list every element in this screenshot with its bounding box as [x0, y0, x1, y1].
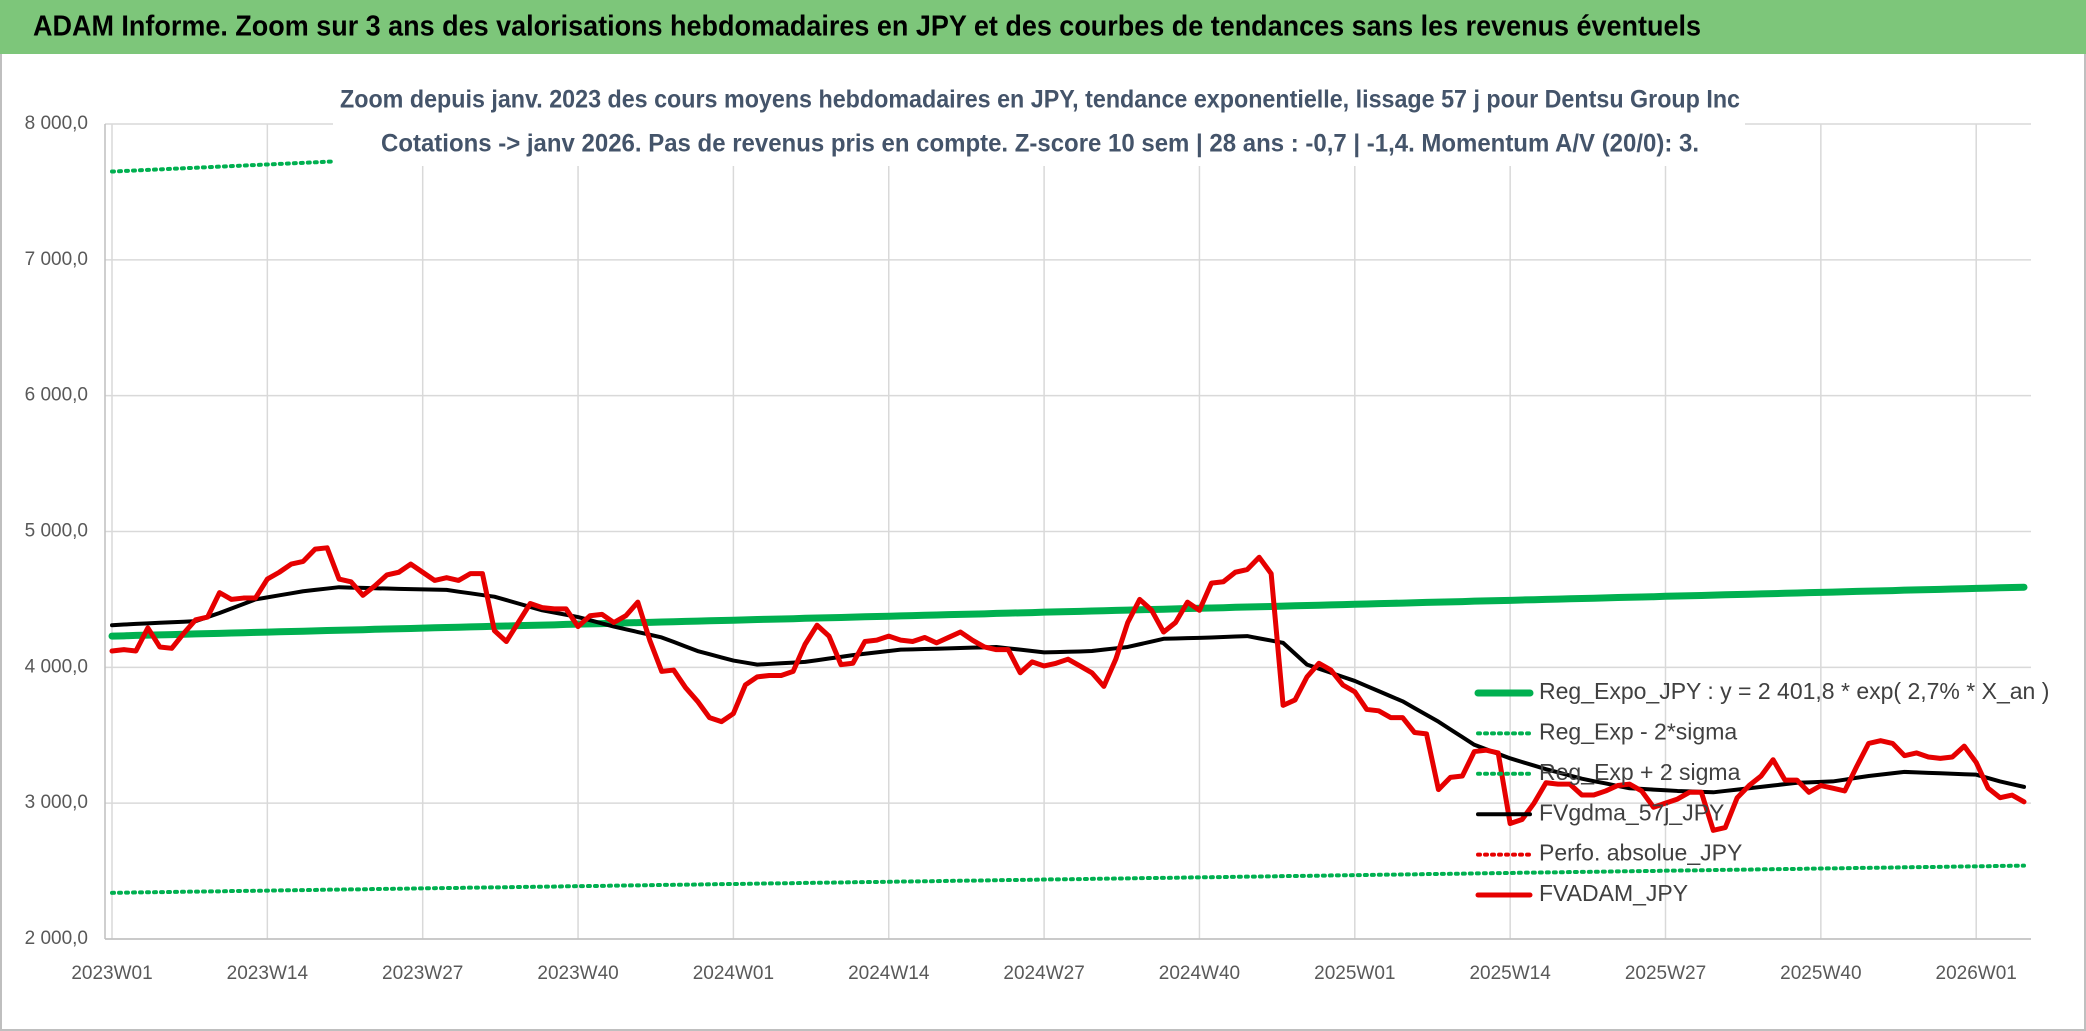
- overlay: Zoom depuis janv. 2023 des cours moyens …: [333, 77, 1745, 166]
- chart-subtitle: Cotations -> janv 2026. Pas de revenus p…: [381, 130, 1699, 158]
- series-line: [109, 545, 2027, 833]
- x-tick-label: 2024W40: [1159, 963, 1240, 984]
- y-tick-label: 6 000,0: [25, 385, 88, 406]
- title-box: [333, 77, 1745, 166]
- x-tick-label: 2023W01: [71, 963, 152, 984]
- legend-label: Reg_Exp + 2 sigma: [1539, 759, 1741, 785]
- x-tick-label: 2023W40: [537, 963, 618, 984]
- legend-label: Reg_Exp - 2*sigma: [1539, 718, 1737, 744]
- y-tick-label: 8 000,0: [25, 113, 88, 134]
- y-tick-label: 7 000,0: [25, 249, 88, 270]
- grid: 2 000,0 3 000,0 4 000,0 5 000,0 6 000,0 7 000…: [25, 113, 2031, 984]
- legend-label: Reg_Expo_JPY : y = 2 401,8 * exp( 2,7% *…: [1539, 678, 2049, 704]
- header-title: ADAM Informe. Zoom sur 3 ans des valoris…: [33, 11, 1701, 43]
- y-tick-label: 3 000,0: [25, 792, 88, 813]
- legend-label: FVADAM_JPY: [1539, 880, 1688, 906]
- x-tick-label: 2024W01: [693, 963, 774, 984]
- series-line: [110, 585, 2026, 795]
- y-tick-label: 2 000,0: [25, 928, 88, 949]
- x-tick-label: 2025W40: [1780, 963, 1861, 984]
- x-tick-label: 2025W27: [1625, 963, 1706, 984]
- x-tick-label: 2026W01: [1936, 963, 2017, 984]
- legend-label: Perfo. absolue_JPY: [1539, 840, 1742, 866]
- legend: Reg_Expo_JPY : y = 2 401,8 * exp( 2,7% *…: [1474, 678, 2049, 906]
- x-tick-label: 2023W14: [227, 963, 309, 984]
- y-tick-label: 5 000,0: [25, 521, 88, 542]
- x-tick-label: 2024W27: [1003, 963, 1084, 984]
- chart-title: Zoom depuis janv. 2023 des cours moyens …: [340, 86, 1740, 114]
- series-line: [110, 863, 2026, 895]
- x-tick-label: 2025W01: [1314, 963, 1395, 984]
- header-band: [0, 0, 2086, 54]
- y-tick-label: 4 000,0: [25, 656, 88, 677]
- x-tick-label: 2023W27: [382, 963, 463, 984]
- x-tick-label: 2025W14: [1469, 963, 1551, 984]
- x-tick-label: 2024W14: [848, 963, 930, 984]
- series-line: [108, 583, 2028, 640]
- legend-label: FVgdma_57j_JPY: [1539, 799, 1724, 825]
